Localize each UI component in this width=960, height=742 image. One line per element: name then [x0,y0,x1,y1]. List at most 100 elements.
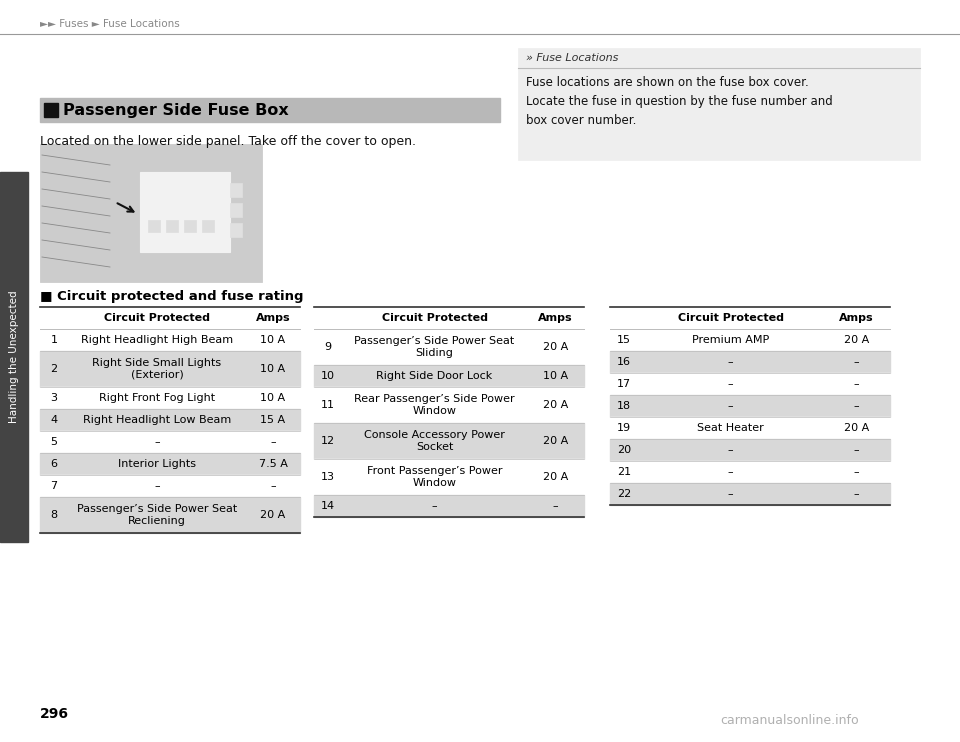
Bar [148,220,160,232]
Text: 12: 12 [321,436,335,446]
Text: 22: 22 [617,489,631,499]
Text: 16: 16 [617,357,631,367]
Bar [40,98,500,122]
Bar [44,103,58,117]
Bar [40,307,300,329]
Text: 20 A: 20 A [542,472,568,482]
Text: 6: 6 [51,459,58,469]
Text: –: – [728,401,733,411]
Bar [40,409,300,431]
Text: 20 A: 20 A [542,436,568,446]
Text: Premium AMP: Premium AMP [692,335,769,345]
Bar [314,365,584,387]
Text: Right Headlight High Beam: Right Headlight High Beam [81,335,233,345]
Text: –: – [728,379,733,389]
Bar [40,431,300,453]
Text: 21: 21 [617,467,631,477]
Text: 13: 13 [321,472,335,482]
Text: 20 A: 20 A [844,423,869,433]
Text: 7: 7 [51,481,58,491]
Bar [610,395,890,417]
Bar [0,172,28,542]
Bar [610,351,890,373]
Text: –: – [853,357,859,367]
Bar [40,387,300,409]
Text: 7.5 A: 7.5 A [258,459,287,469]
Text: 8: 8 [51,510,58,520]
Text: 15 A: 15 A [260,415,285,425]
Text: –: – [270,481,276,491]
Text: Located on the lower side panel. Take off the cover to open.: Located on the lower side panel. Take of… [40,135,416,148]
Text: –: – [270,437,276,447]
Text: 11: 11 [321,400,335,410]
Text: Seat Heater: Seat Heater [697,423,764,433]
Bar [140,172,230,252]
Text: Amps: Amps [255,313,290,323]
Bar [40,453,300,475]
Text: 10 A: 10 A [543,371,568,381]
Bar [314,387,584,423]
Text: 17: 17 [617,379,631,389]
Bar [314,307,584,329]
Bar [610,483,890,505]
Text: » Fuse Locations: » Fuse Locations [526,53,618,63]
Text: –: – [853,401,859,411]
Bar [518,48,920,160]
Text: –: – [728,445,733,455]
Text: –: – [728,467,733,477]
Bar [166,220,178,232]
Text: 10 A: 10 A [260,393,285,403]
Text: Interior Lights: Interior Lights [118,459,196,469]
Text: 296: 296 [40,707,69,721]
Text: –: – [853,489,859,499]
Bar [610,373,890,395]
Text: Right Side Door Lock: Right Side Door Lock [376,371,492,381]
Text: 5: 5 [51,437,58,447]
Text: ►► Fuses ► Fuse Locations: ►► Fuses ► Fuse Locations [40,19,180,29]
Bar [40,329,300,351]
Text: 15: 15 [617,335,631,345]
Text: 20 A: 20 A [260,510,286,520]
Text: Passenger Side Fuse Box: Passenger Side Fuse Box [63,102,289,117]
Bar [610,417,890,439]
Bar [202,220,214,232]
Text: –: – [728,489,733,499]
Text: –: – [155,481,159,491]
Text: –: – [553,501,559,511]
Text: Handling the Unexpected: Handling the Unexpected [9,291,19,424]
Bar [610,329,890,351]
Bar [40,144,262,282]
Bar [610,461,890,483]
Text: –: – [728,357,733,367]
Text: Circuit Protected: Circuit Protected [381,313,488,323]
Text: –: – [853,467,859,477]
Text: –: – [432,501,438,511]
Text: 1: 1 [51,335,58,345]
Bar [40,475,300,497]
Text: 20 A: 20 A [542,342,568,352]
Text: 10 A: 10 A [260,335,285,345]
Text: Right Front Fog Light: Right Front Fog Light [99,393,215,403]
Text: 20 A: 20 A [542,400,568,410]
Text: Passenger’s Side Power Seat
Sliding: Passenger’s Side Power Seat Sliding [354,336,515,358]
Bar [314,423,584,459]
Text: 2: 2 [51,364,58,374]
Text: Amps: Amps [539,313,573,323]
Text: Circuit Protected: Circuit Protected [678,313,783,323]
Text: Console Accessory Power
Socket: Console Accessory Power Socket [364,430,505,452]
Bar [314,329,584,365]
Bar [40,497,300,533]
Bar [314,495,584,517]
Text: Front Passenger’s Power
Window: Front Passenger’s Power Window [367,466,502,487]
Text: carmanualsonline.info: carmanualsonline.info [721,714,859,726]
Text: 10: 10 [321,371,335,381]
Text: 4: 4 [51,415,58,425]
Text: ■ Circuit protected and fuse rating: ■ Circuit protected and fuse rating [40,290,303,303]
Text: Right Headlight Low Beam: Right Headlight Low Beam [83,415,231,425]
Text: Passenger’s Side Power Seat
Recliening: Passenger’s Side Power Seat Recliening [77,505,237,526]
Text: 14: 14 [321,501,335,511]
Text: Circuit Protected: Circuit Protected [104,313,210,323]
Bar [230,183,242,197]
Bar [314,459,584,495]
Text: 20 A: 20 A [844,335,869,345]
